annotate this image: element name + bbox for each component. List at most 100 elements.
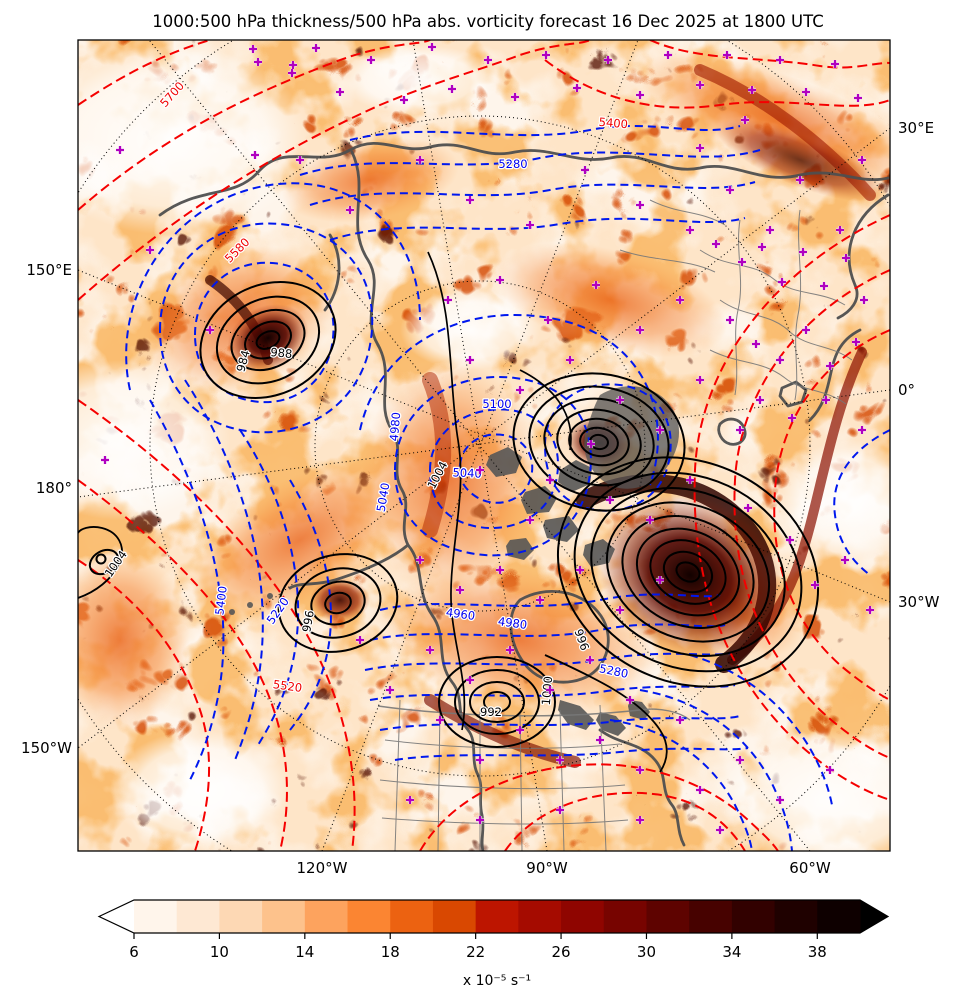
plus-marker-icon <box>604 56 612 64</box>
plus-marker-icon <box>766 226 774 234</box>
colorbar-tick-label: 6 <box>129 943 139 961</box>
plus-marker-icon <box>576 566 584 574</box>
colorbar-segments <box>134 900 861 933</box>
graticule <box>78 40 890 851</box>
plus-marker-icon <box>288 69 296 77</box>
plus-marker-icon <box>466 356 474 364</box>
colorbar-segment <box>603 900 648 933</box>
colorbar-segment <box>432 900 477 933</box>
plus-marker-icon <box>400 96 408 104</box>
black-contours <box>78 251 820 773</box>
plus-marker-icon <box>426 646 434 654</box>
plus-marker-icon <box>858 156 866 164</box>
right-label-0: 0° <box>898 381 915 399</box>
plus-marker-icon <box>254 58 262 66</box>
political-borders <box>377 199 853 851</box>
right-label-30e: 30°E <box>898 119 934 137</box>
plus-marker-icon <box>546 476 554 484</box>
plus-marker-icon <box>676 296 684 304</box>
plus-marker-icon <box>616 606 624 614</box>
plus-marker-icon <box>686 226 694 234</box>
plus-marker-icon <box>581 166 589 174</box>
colorbar-segment <box>774 900 818 933</box>
plus-marker-icon <box>556 756 564 764</box>
black-contour-label: 988 <box>270 345 293 361</box>
colorbar-segment <box>817 900 861 933</box>
plus-marker-icon <box>858 426 866 434</box>
plus-marker-icon <box>406 796 414 804</box>
plus-marker-icon <box>416 156 424 164</box>
plus-marker-icon <box>860 296 868 304</box>
plus-marker-icon <box>726 316 734 324</box>
colorbar-segment <box>561 900 605 933</box>
bottom-label-90w: 90°W <box>526 859 568 877</box>
colorbar-segment <box>219 900 263 933</box>
plus-marker-icon <box>776 796 784 804</box>
colorbar-segment <box>304 900 349 933</box>
plus-marker-icon <box>842 254 850 262</box>
plus-marker-icon <box>496 566 504 574</box>
colorbar-segment <box>646 900 690 933</box>
plus-marker-icon <box>646 516 654 524</box>
plus-marker-icon <box>656 576 664 584</box>
plus-marker-icon <box>738 258 746 266</box>
bottom-label-60w: 60°W <box>789 859 831 877</box>
plus-marker-icon <box>249 45 257 53</box>
plus-marker-icon <box>776 356 784 364</box>
axis-labels: 150°E 180° 150°W 30°E 0° 30°W 120°W 90°W… <box>21 119 940 877</box>
plus-marker-icon <box>476 816 484 824</box>
plus-marker-icon <box>831 60 839 68</box>
plus-marker-icon <box>536 596 544 604</box>
plus-marker-icon <box>116 146 124 154</box>
plus-marker-icon <box>251 151 259 159</box>
plus-marker-icon <box>788 414 796 422</box>
colorbar: 6 10 14 18 22 26 30 34 38 x 10⁻⁵ s⁻¹ <box>97 899 890 989</box>
colorbar-segment <box>518 900 562 933</box>
plus-marker-icon <box>696 786 704 794</box>
plus-marker-icon <box>799 248 807 256</box>
plus-marker-icon <box>822 396 830 404</box>
plus-marker-icon <box>542 51 550 59</box>
colorbar-tick-label: 14 <box>295 943 314 961</box>
colorbar-segment <box>689 900 733 933</box>
plus-marker-icon <box>786 536 794 544</box>
vorticity-max-markers <box>101 43 874 834</box>
plus-marker-icon <box>289 61 297 69</box>
map-frame <box>77 39 891 852</box>
plus-marker-icon <box>636 326 644 334</box>
chart-title: 1000:500 hPa thickness/500 hPa abs. vort… <box>152 12 823 31</box>
plus-marker-icon <box>596 736 604 744</box>
colorbar-unit-label: x 10⁻⁵ s⁻¹ <box>463 973 531 989</box>
plus-marker-icon <box>696 376 704 384</box>
colorbar-segment <box>475 900 519 933</box>
colorbar-tick-label: 38 <box>808 943 827 961</box>
map-area: 5700558054005520528051005040498050405400… <box>77 39 891 852</box>
plus-marker-icon <box>811 581 819 589</box>
left-label-150e: 150°E <box>26 261 72 279</box>
plus-marker-icon <box>712 240 720 248</box>
plus-marker-icon <box>146 246 154 254</box>
blue-contour-label: 4960 <box>445 605 476 623</box>
plus-marker-icon <box>776 56 784 64</box>
plus-marker-icon <box>587 440 595 448</box>
plus-marker-icon <box>664 51 672 59</box>
colorbar-over-arrow <box>860 900 888 933</box>
plus-marker-icon <box>336 88 344 96</box>
plus-marker-icon <box>356 636 364 644</box>
plus-marker-icon <box>748 86 756 94</box>
colorbar-tick-label: 34 <box>722 943 741 961</box>
right-label-30w: 30°W <box>898 593 940 611</box>
plus-marker-icon <box>476 756 484 764</box>
colorbar-tick-label: 18 <box>381 943 400 961</box>
plus-marker-icon <box>696 81 704 89</box>
plus-marker-icon <box>820 282 828 290</box>
plus-marker-icon <box>716 826 724 834</box>
blue-contour-label: 4980 <box>387 411 403 441</box>
plus-marker-icon <box>866 606 874 614</box>
plus-marker-icon <box>367 56 375 64</box>
coastlines <box>158 141 890 851</box>
plus-marker-icon <box>616 396 624 404</box>
plus-marker-icon <box>544 316 552 324</box>
colorbar-segment <box>262 900 306 933</box>
